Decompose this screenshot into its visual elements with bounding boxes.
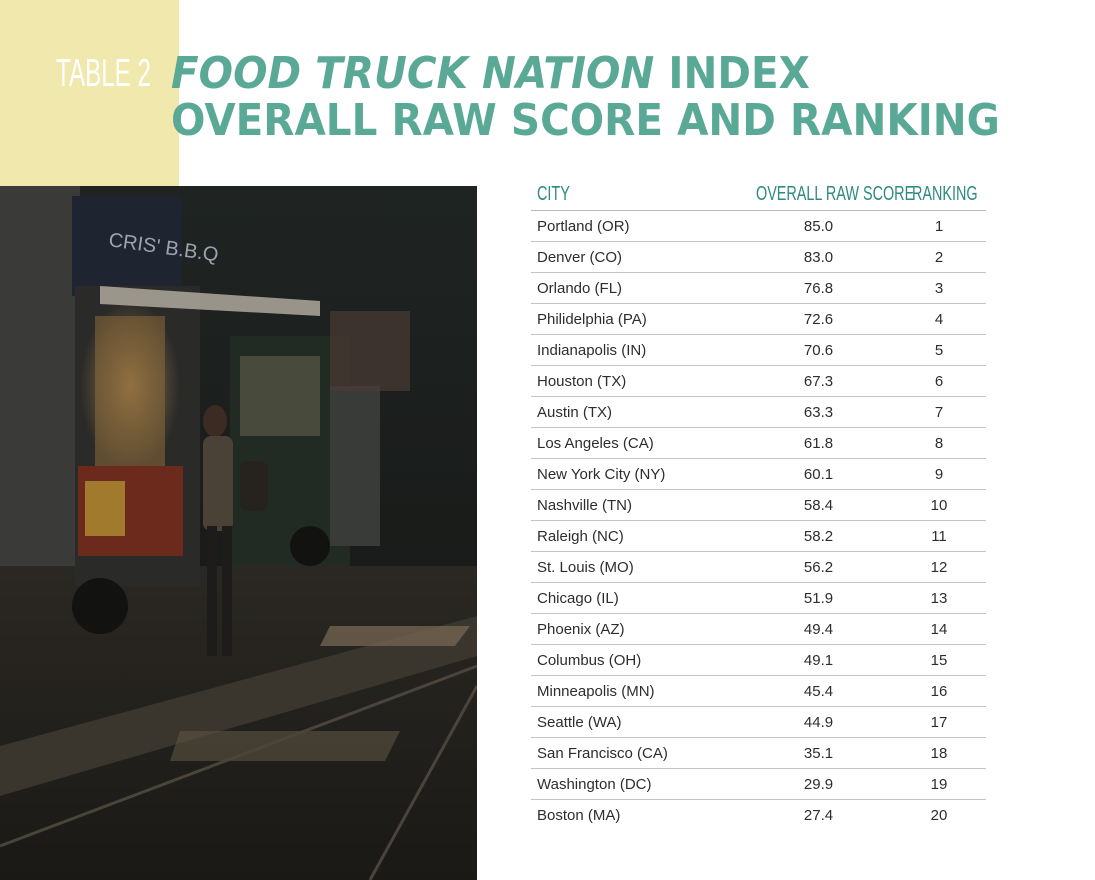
score-cell: 49.4: [803, 621, 834, 638]
rank-cell: 1: [934, 218, 944, 235]
table-row: Portland (OR) 85.0 1: [531, 211, 986, 242]
city-cell: Boston (MA): [537, 807, 621, 824]
table-row: New York City (NY) 60.1 9: [531, 459, 986, 490]
score-cell: 72.6: [803, 311, 834, 328]
column-header-score: OVERALL RAW SCORE: [756, 183, 915, 205]
score-cell: 67.3: [803, 373, 834, 390]
score-cell: 83.0: [803, 249, 834, 266]
page-title: FOOD TRUCK NATION INDEX OVERALL RAW SCOR…: [171, 50, 1072, 144]
table-row: Raleigh (NC) 58.2 11: [531, 521, 986, 552]
rank-cell: 15: [930, 652, 948, 669]
score-cell: 70.6: [803, 342, 834, 359]
rank-cell: 4: [934, 311, 944, 328]
city-cell: St. Louis (MO): [537, 559, 634, 576]
city-cell: Chicago (IL): [537, 590, 619, 607]
score-cell: 58.2: [803, 528, 834, 545]
table-row: Seattle (WA) 44.9 17: [531, 707, 986, 738]
table-row: Phoenix (AZ) 49.4 14: [531, 614, 986, 645]
score-cell: 61.8: [803, 435, 834, 452]
score-cell: 44.9: [803, 714, 834, 731]
title-index: INDEX: [668, 48, 810, 99]
rank-cell: 8: [934, 435, 944, 452]
table-row: Chicago (IL) 51.9 13: [531, 583, 986, 614]
table-row: Nashville (TN) 58.4 10: [531, 490, 986, 521]
title-line-1: FOOD TRUCK NATION INDEX: [171, 50, 1000, 97]
table-row: San Francisco (CA) 35.1 18: [531, 738, 986, 769]
score-cell: 60.1: [803, 466, 834, 483]
table-row: Washington (DC) 29.9 19: [531, 769, 986, 800]
score-cell: 27.4: [803, 807, 834, 824]
table-row: Columbus (OH) 49.1 15: [531, 645, 986, 676]
rank-cell: 11: [931, 528, 947, 545]
city-cell: Portland (OR): [537, 218, 630, 235]
table-row: Austin (TX) 63.3 7: [531, 397, 986, 428]
city-cell: Washington (DC): [537, 776, 652, 793]
score-cell: 29.9: [803, 776, 834, 793]
city-cell: Seattle (WA): [537, 714, 622, 731]
rank-cell: 19: [930, 776, 948, 793]
score-cell: 49.1: [803, 652, 834, 669]
rank-cell: 7: [934, 404, 944, 421]
city-cell: San Francisco (CA): [537, 745, 668, 762]
city-cell: Columbus (OH): [537, 652, 642, 669]
city-cell: Raleigh (NC): [537, 528, 624, 545]
table-row: Minneapolis (MN) 45.4 16: [531, 676, 986, 707]
column-header-city: CITY: [537, 183, 570, 205]
table-header-row: CITY OVERALL RAW SCORE RANKING: [531, 180, 986, 211]
city-cell: Phoenix (AZ): [537, 621, 625, 638]
rank-cell: 6: [934, 373, 944, 390]
table-row: Boston (MA) 27.4 20: [531, 800, 986, 830]
title-line-2: OVERALL RAW SCORE AND RANKING: [171, 95, 1000, 146]
city-cell: Indianapolis (IN): [537, 342, 647, 359]
table-row: St. Louis (MO) 56.2 12: [531, 552, 986, 583]
table-body: Portland (OR) 85.0 1 Denver (CO) 83.0 2 Orland…: [531, 211, 986, 830]
table-row: Los Angeles (CA) 61.8 8: [531, 428, 986, 459]
food-truck-night-photo-icon: CRIS' B.B.Q: [0, 186, 477, 880]
score-cell: 45.4: [803, 683, 834, 700]
score-cell: 63.3: [803, 404, 834, 421]
rank-cell: 5: [934, 342, 944, 359]
city-cell: Orlando (FL): [537, 280, 623, 297]
city-cell: Minneapolis (MN): [537, 683, 655, 700]
score-cell: 51.9: [803, 590, 834, 607]
table-row: Denver (CO) 83.0 2: [531, 242, 986, 273]
column-header-ranking: RANKING: [912, 183, 978, 205]
rank-cell: 16: [930, 683, 948, 700]
table-row: Orlando (FL) 76.8 3: [531, 273, 986, 304]
table-row: Philidelphia (PA) 72.6 4: [531, 304, 986, 335]
city-cell: Philidelphia (PA): [537, 311, 647, 328]
table-number-label: TABLE 2: [56, 52, 151, 95]
rank-cell: 9: [934, 466, 944, 483]
city-cell: New York City (NY): [537, 466, 666, 483]
city-cell: Nashville (TN): [537, 497, 633, 514]
rank-cell: 12: [930, 559, 948, 576]
rank-cell: 13: [930, 590, 948, 607]
score-cell: 85.0: [803, 218, 834, 235]
city-cell: Denver (CO): [537, 249, 623, 266]
ranking-table: CITY OVERALL RAW SCORE RANKING Portland …: [531, 180, 986, 830]
rank-cell: 18: [930, 745, 948, 762]
city-cell: Los Angeles (CA): [537, 435, 654, 452]
city-cell: Austin (TX): [537, 404, 613, 421]
score-cell: 58.4: [803, 497, 834, 514]
rank-cell: 14: [930, 621, 948, 638]
score-cell: 35.1: [803, 745, 834, 762]
score-cell: 76.8: [803, 280, 834, 297]
title-brand: FOOD TRUCK NATION: [171, 48, 655, 99]
yellow-accent-block: [0, 0, 179, 186]
rank-cell: 20: [930, 807, 948, 824]
table-row: Houston (TX) 67.3 6: [531, 366, 986, 397]
city-cell: Houston (TX): [537, 373, 627, 390]
rank-cell: 3: [934, 280, 944, 297]
food-truck-photo: CRIS' B.B.Q: [0, 186, 477, 880]
table-row: Indianapolis (IN) 70.6 5: [531, 335, 986, 366]
rank-cell: 2: [934, 249, 944, 266]
score-cell: 56.2: [803, 559, 834, 576]
rank-cell: 17: [930, 714, 948, 731]
rank-cell: 10: [930, 497, 948, 514]
